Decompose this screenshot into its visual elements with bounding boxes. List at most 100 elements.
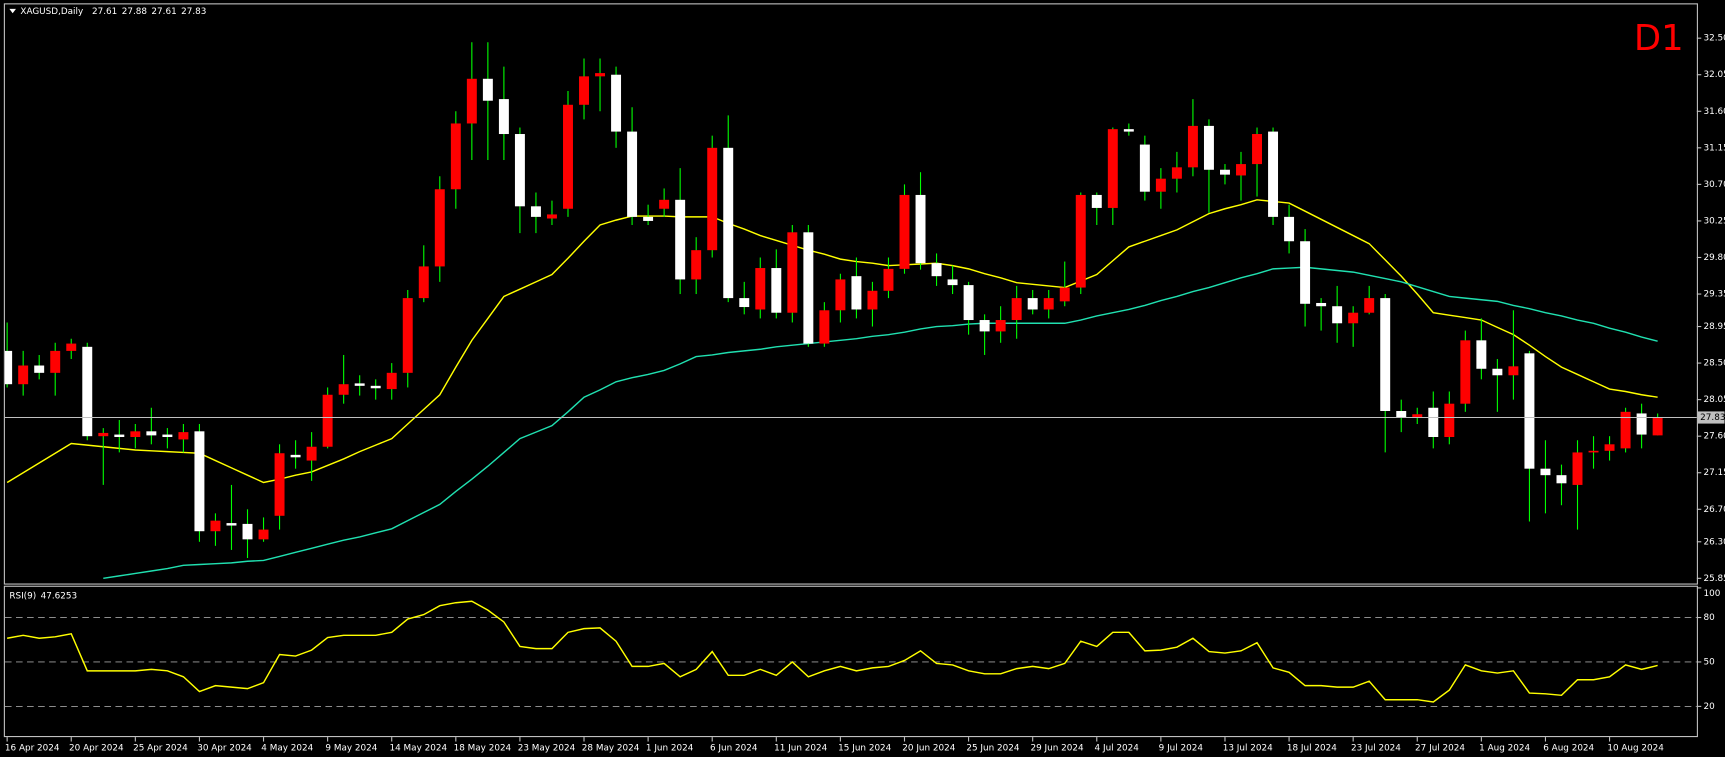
x-tick-label: 18 Jul 2024 bbox=[1287, 744, 1337, 754]
candle-body bbox=[1316, 302, 1327, 307]
candle-body bbox=[1412, 414, 1423, 418]
candle-body bbox=[1492, 368, 1503, 376]
candle-body bbox=[274, 453, 285, 516]
x-tick-label: 11 Jun 2024 bbox=[774, 744, 827, 754]
candle-body bbox=[418, 266, 429, 299]
candle-body bbox=[514, 134, 525, 207]
candle-body bbox=[434, 189, 445, 267]
y-tick-label: 31.15 bbox=[1703, 143, 1725, 153]
y-tick-label: 27.60 bbox=[1703, 432, 1725, 442]
candle-body bbox=[1043, 298, 1054, 310]
candle-body bbox=[1588, 450, 1599, 453]
x-tick-label: 6 Jun 2024 bbox=[710, 744, 758, 754]
candle-body bbox=[1540, 468, 1551, 476]
candle-body bbox=[723, 147, 734, 299]
candle-body bbox=[498, 99, 509, 135]
candle-body bbox=[146, 431, 157, 436]
candle-body bbox=[322, 394, 333, 447]
candle-body bbox=[1508, 366, 1519, 376]
candle-body bbox=[1107, 129, 1118, 208]
candle-body bbox=[1268, 131, 1279, 217]
rsi-title: RSI(9) bbox=[9, 591, 36, 601]
candle-body bbox=[995, 320, 1006, 332]
candle-body bbox=[819, 310, 830, 344]
candle-body bbox=[114, 434, 125, 437]
chart-header: XAGUSD,Daily 27.61 27.88 27.61 27.83 bbox=[20, 7, 206, 17]
candle-body bbox=[482, 78, 493, 101]
candle-body bbox=[354, 383, 365, 386]
y-tick-label: 29.80 bbox=[1703, 253, 1725, 263]
main-plot bbox=[4, 42, 1697, 580]
candle-body bbox=[851, 276, 862, 310]
candle-body bbox=[755, 268, 766, 310]
labels: 32.50 32.05 31.60 31.15 30.70 30.25 29.80 29.35… bbox=[5, 7, 1725, 754]
x-tick-label: 14 May 2024 bbox=[390, 744, 448, 754]
header-low: 27.61 bbox=[151, 7, 176, 17]
candle-body bbox=[1604, 444, 1615, 451]
candle-body bbox=[18, 365, 29, 385]
candle-body bbox=[707, 147, 718, 251]
symbol-title: XAGUSD,Daily bbox=[20, 7, 83, 17]
candle-body bbox=[1380, 298, 1391, 412]
candle-body bbox=[947, 279, 958, 286]
x-tick-label: 15 Jun 2024 bbox=[838, 744, 891, 754]
price-label: 27.83 bbox=[1700, 413, 1725, 423]
candle-body bbox=[1444, 403, 1455, 437]
candle-body bbox=[1620, 411, 1631, 449]
x-tick-label: 13 Jul 2024 bbox=[1223, 744, 1273, 754]
candle-body bbox=[1123, 129, 1134, 132]
candle-body bbox=[915, 194, 926, 264]
candle-body bbox=[1155, 178, 1166, 192]
x-tick-label: 25 Jun 2024 bbox=[966, 744, 1019, 754]
header-close: 27.83 bbox=[181, 7, 206, 17]
candle-body bbox=[1300, 241, 1311, 304]
rsi-plot bbox=[4, 600, 1697, 707]
x-tick-label: 20 Jun 2024 bbox=[902, 744, 955, 754]
candle-body bbox=[1636, 413, 1647, 435]
x-tick-label: 4 Jul 2024 bbox=[1095, 744, 1140, 754]
candle-body bbox=[162, 434, 173, 437]
candle-body bbox=[1652, 417, 1663, 436]
candle-body bbox=[787, 232, 798, 313]
candle-body bbox=[1139, 144, 1150, 192]
candle-body bbox=[1524, 353, 1535, 469]
candle-body bbox=[979, 320, 990, 332]
x-tick-label: 28 May 2024 bbox=[582, 744, 640, 754]
y-tick-label: 50 bbox=[1703, 657, 1715, 667]
candle-body bbox=[130, 431, 141, 437]
candle-body bbox=[867, 290, 878, 310]
candle-body bbox=[258, 529, 269, 540]
candle-body bbox=[835, 279, 846, 311]
candle-body bbox=[611, 74, 622, 132]
candle-body bbox=[1364, 298, 1375, 313]
timeframe: D1 bbox=[1634, 18, 1684, 59]
y-tick-label: 100 bbox=[1703, 589, 1720, 599]
candle-body bbox=[4, 350, 13, 385]
y-tick-label: 30.25 bbox=[1703, 216, 1725, 226]
x-tick-label: 10 Aug 2024 bbox=[1607, 744, 1664, 754]
candle-body bbox=[1220, 169, 1230, 175]
moving-average bbox=[103, 266, 1658, 580]
candle-body bbox=[1203, 125, 1214, 170]
rsi-value: 47.6253 bbox=[41, 591, 78, 601]
x-tick-label: 6 Aug 2024 bbox=[1543, 744, 1594, 754]
x-tick-label: 29 Jun 2024 bbox=[1030, 744, 1083, 754]
candle-body bbox=[34, 365, 45, 373]
candle-body bbox=[66, 343, 77, 351]
candle-body bbox=[691, 250, 702, 280]
candle-body bbox=[963, 285, 974, 321]
candle-body bbox=[306, 446, 317, 461]
candle-body bbox=[771, 268, 782, 313]
candle-body bbox=[931, 263, 942, 277]
x-tick-label: 27 Jul 2024 bbox=[1415, 744, 1465, 754]
x-tick-label: 25 Apr 2024 bbox=[133, 744, 188, 754]
candle-body bbox=[1396, 411, 1407, 418]
candle-body bbox=[803, 232, 814, 344]
candle-body bbox=[530, 206, 541, 217]
x-tick-label: 18 May 2024 bbox=[454, 744, 512, 754]
candle-body bbox=[338, 384, 349, 395]
candle-body bbox=[1460, 340, 1471, 404]
